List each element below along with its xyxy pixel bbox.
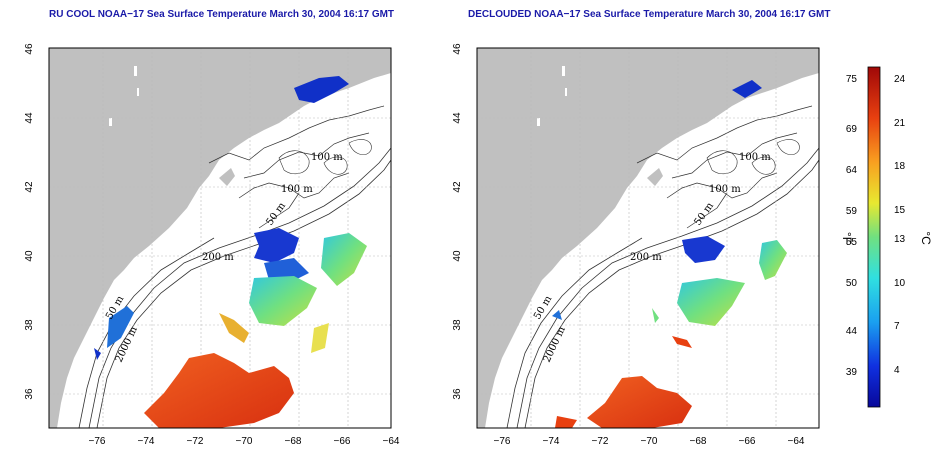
x-tick-label: −66 xyxy=(739,436,756,447)
colorbar: 75 69 64 59 55 50 44 39 24 21 18 15 13 1… xyxy=(840,66,933,408)
y-tick-label: 42 xyxy=(24,181,35,193)
celsius-tick: 15 xyxy=(894,205,906,216)
fahrenheit-tick: 50 xyxy=(846,278,858,289)
fahrenheit-tick: 55 xyxy=(846,237,858,248)
left-y-axis: 36 38 40 42 44 46 xyxy=(24,43,35,400)
x-tick-label: −64 xyxy=(788,436,805,447)
x-tick-label: −68 xyxy=(690,436,707,447)
left-x-axis: −76 −74 −72 −70 −68 −66 −64 xyxy=(89,436,400,447)
fahrenheit-tick: 75 xyxy=(846,74,858,85)
contour-label: 100 m xyxy=(709,184,741,195)
celsius-tick: 4 xyxy=(894,365,900,376)
x-tick-label: −70 xyxy=(641,436,658,447)
celsius-tick: 18 xyxy=(894,161,906,172)
celsius-tick: 13 xyxy=(894,234,906,245)
y-tick-label: 36 xyxy=(452,388,463,400)
contour-label: 100 m xyxy=(281,184,313,195)
celsius-unit-label: °C xyxy=(919,231,933,245)
contour-label: 100 m xyxy=(739,152,771,163)
x-tick-label: −72 xyxy=(187,436,204,447)
left-map-title: RU COOL NOAA−17 Sea Surface Temperature … xyxy=(49,9,395,20)
y-tick-label: 42 xyxy=(452,181,463,193)
x-tick-label: −70 xyxy=(236,436,253,447)
left-map: 100 m 100 m 50 m 200 m 50 m 2000 m xyxy=(48,47,392,429)
celsius-tick: 21 xyxy=(894,118,906,129)
contour-label: 200 m xyxy=(202,252,234,263)
x-tick-label: −76 xyxy=(494,436,511,447)
right-y-axis: 36 38 40 42 44 46 xyxy=(452,43,463,400)
y-tick-label: 46 xyxy=(452,43,463,55)
y-tick-label: 44 xyxy=(24,112,35,124)
y-tick-label: 38 xyxy=(452,319,463,331)
x-tick-label: −74 xyxy=(138,436,155,447)
y-tick-label: 36 xyxy=(24,388,35,400)
fahrenheit-tick: 44 xyxy=(846,326,858,337)
fahrenheit-tick: 59 xyxy=(846,206,858,217)
y-tick-label: 40 xyxy=(24,250,35,262)
celsius-tick: 24 xyxy=(894,74,906,85)
right-map: 100 m 100 m 50 m 200 m 50 m 2000 m xyxy=(476,47,820,429)
y-tick-label: 40 xyxy=(452,250,463,262)
fahrenheit-unit-label: °F xyxy=(840,232,854,244)
x-tick-label: −76 xyxy=(89,436,106,447)
x-tick-label: −66 xyxy=(334,436,351,447)
x-tick-label: −74 xyxy=(543,436,560,447)
fahrenheit-tick: 39 xyxy=(846,367,858,378)
fahrenheit-tick: 69 xyxy=(846,124,858,135)
x-tick-label: −68 xyxy=(285,436,302,447)
y-tick-label: 46 xyxy=(24,43,35,55)
contour-label: 200 m xyxy=(630,252,662,263)
x-tick-label: −72 xyxy=(592,436,609,447)
contour-label: 100 m xyxy=(311,152,343,163)
y-tick-label: 38 xyxy=(24,319,35,331)
right-map-title: DECLOUDED NOAA−17 Sea Surface Temperatur… xyxy=(468,9,831,20)
x-tick-label: −64 xyxy=(383,436,400,447)
celsius-tick: 7 xyxy=(894,321,900,332)
celsius-tick: 10 xyxy=(894,278,906,289)
right-x-axis: −76 −74 −72 −70 −68 −66 −64 xyxy=(494,436,805,447)
fahrenheit-tick: 64 xyxy=(846,165,858,176)
y-tick-label: 44 xyxy=(452,112,463,124)
